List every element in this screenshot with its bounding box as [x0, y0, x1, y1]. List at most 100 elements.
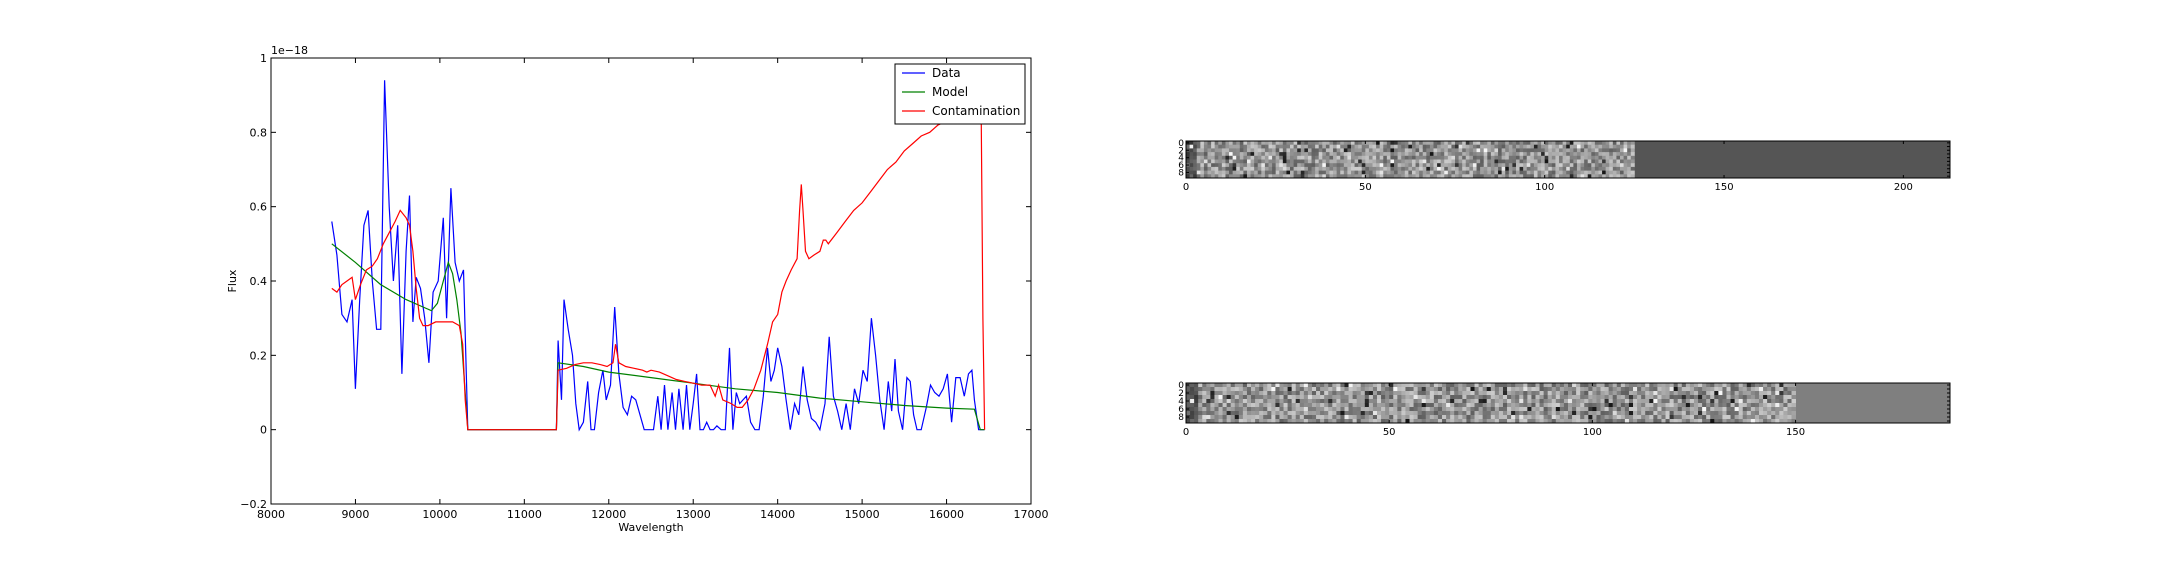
image-pixel [1596, 411, 1601, 416]
image-pixel [1351, 144, 1355, 149]
image-pixel [1527, 383, 1532, 388]
image-pixel [1498, 144, 1503, 149]
image-pixel [1507, 415, 1512, 420]
image-pixel [1537, 166, 1542, 171]
image-pixel [1566, 152, 1571, 157]
image-pixel [1322, 141, 1327, 146]
image-pixel [1376, 163, 1381, 168]
image-pixel [1361, 141, 1366, 146]
image-pixel [1620, 141, 1624, 146]
image-pixel [1254, 155, 1259, 160]
image-pixel [1214, 166, 1219, 171]
image-pixel [1612, 415, 1618, 420]
image-pixel [1340, 159, 1345, 164]
image-pixel [1706, 383, 1711, 388]
image-pixel [1348, 399, 1354, 404]
image-pixel [1238, 383, 1244, 388]
image-pixel [1211, 152, 1216, 157]
image-pixel [1243, 170, 1248, 175]
image-1-cells [1186, 141, 1950, 179]
image-pixel [1458, 419, 1463, 424]
image-pixel [1293, 170, 1298, 175]
image-pixel [1383, 166, 1388, 171]
image-pixel [1592, 403, 1597, 408]
image-pixel [1649, 387, 1654, 392]
image-pixel [1511, 383, 1516, 388]
image-pixel [1541, 163, 1546, 168]
image-pixel [1624, 403, 1630, 408]
image-pixel [1469, 144, 1474, 149]
image-pixel [1530, 152, 1535, 157]
image-pixel [1287, 387, 1293, 392]
image-pixel [1394, 144, 1399, 149]
image-pixel [1422, 155, 1427, 160]
image-pixel [1465, 155, 1470, 160]
image-pixel [1422, 159, 1427, 164]
image-pixel [1351, 166, 1355, 171]
image-pixel [1555, 415, 1561, 420]
image-pixel [1415, 152, 1420, 157]
x-tick-label: 9000 [341, 508, 369, 521]
image-pixel [1588, 419, 1593, 424]
image-pixel [1612, 144, 1617, 149]
image-pixel [1356, 411, 1362, 416]
image-pixel [1508, 144, 1513, 149]
image-pixel [1609, 174, 1614, 179]
image-pixel [1343, 144, 1348, 149]
image-pixel [1588, 391, 1593, 396]
image-pixel [1377, 387, 1382, 392]
image-pixel [1226, 399, 1232, 404]
image-pixel [1486, 391, 1492, 396]
image-pixel [1490, 391, 1496, 396]
image-pixel [1257, 170, 1262, 175]
image-pixel [1303, 403, 1309, 408]
image-pixel [1494, 399, 1500, 404]
image-pixel [1693, 395, 1699, 400]
image-pixel [1394, 141, 1399, 146]
image-pixel [1347, 159, 1352, 164]
image-pixel [1320, 403, 1325, 408]
image-pixel [1507, 387, 1512, 392]
image-pixel [1415, 155, 1420, 160]
image-pixel [1519, 141, 1524, 146]
image-pixel [1336, 387, 1341, 392]
image-pixel [1462, 144, 1467, 149]
image-pixel [1377, 407, 1382, 412]
image-pixel [1519, 170, 1524, 175]
image-pixel [1584, 159, 1589, 164]
image-pixel [1372, 419, 1378, 424]
image-pixel [1401, 387, 1406, 392]
image-pixel [1386, 166, 1391, 171]
image-pixel [1379, 174, 1384, 179]
image-pixel [1234, 411, 1240, 416]
image-pixel [1494, 155, 1499, 160]
image-pixel [1206, 383, 1211, 388]
image-pixel [1316, 403, 1321, 408]
image-pixel [1472, 155, 1477, 160]
image-pixel [1411, 141, 1416, 146]
image-pixel [1706, 419, 1711, 424]
image-pixel [1641, 407, 1646, 412]
image-pixel [1272, 159, 1277, 164]
image-pixel [1742, 407, 1748, 412]
image-pixel [1307, 141, 1312, 146]
image-pixel [1750, 383, 1756, 388]
image-pixel [1519, 387, 1524, 392]
image-pixel [1246, 155, 1251, 160]
image-pixel [1437, 144, 1442, 149]
image-pixel [1612, 407, 1618, 412]
image-pixel [1494, 166, 1499, 171]
x-tick-label: 16000 [929, 508, 964, 521]
image-pixel [1401, 155, 1406, 160]
image-pixel [1775, 391, 1780, 396]
image-pixel [1734, 383, 1740, 388]
image-pixel [1214, 159, 1219, 164]
image-pixel [1490, 395, 1496, 400]
image-pixel [1628, 399, 1634, 404]
image-pixel [1511, 399, 1516, 404]
image-pixel [1286, 148, 1291, 153]
image-pixel [1239, 148, 1244, 153]
image-pixel [1714, 411, 1719, 416]
image-pixel [1515, 399, 1520, 404]
image-pixel [1604, 415, 1610, 420]
